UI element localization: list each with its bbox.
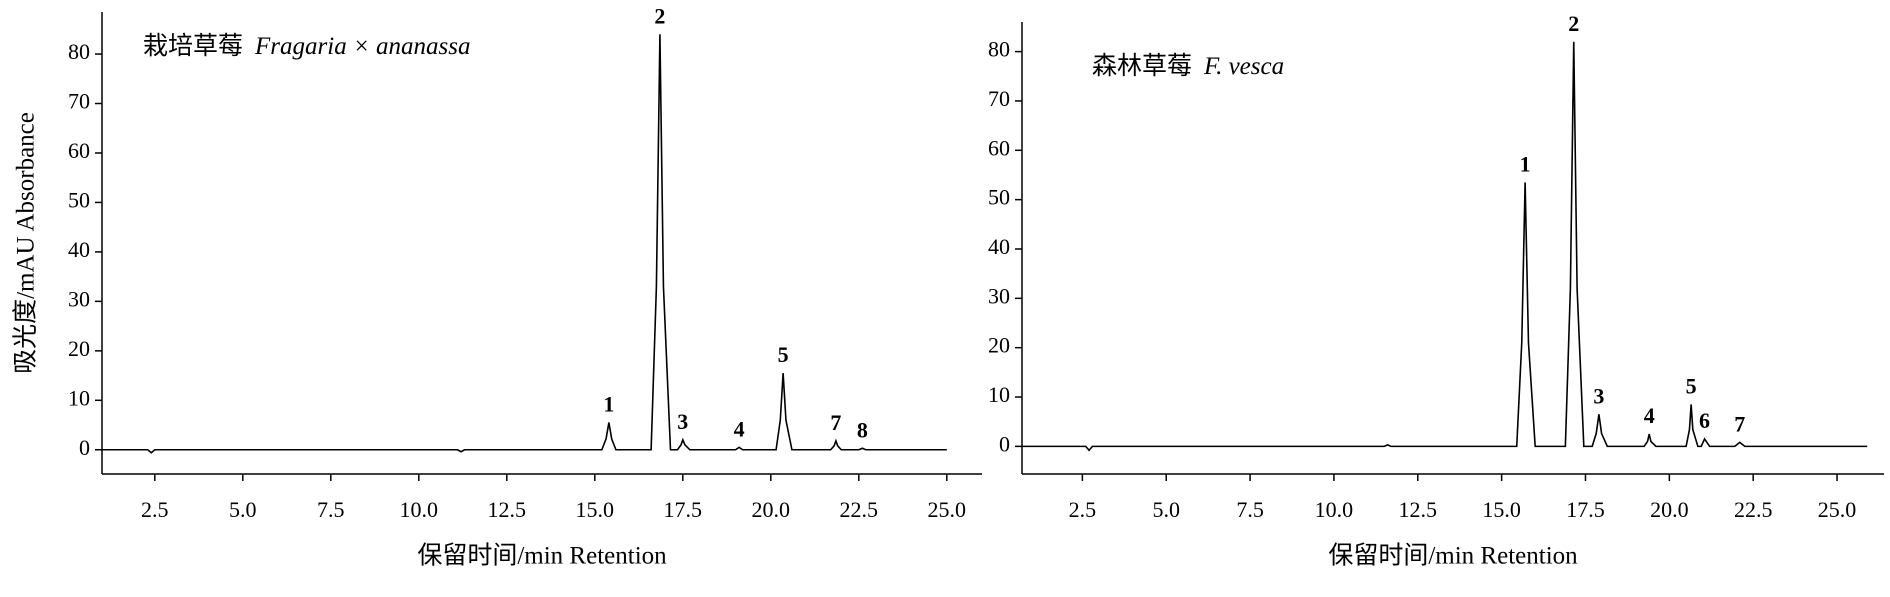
peak-label: 4 bbox=[1644, 403, 1655, 428]
y-axis-label: 吸光度/mAU Absorbance bbox=[12, 112, 40, 374]
x-tick-label: 10.0 bbox=[400, 497, 439, 522]
x-tick-label: 25.0 bbox=[928, 497, 967, 522]
y-tick-label: 70 bbox=[988, 86, 1010, 111]
x-tick-label: 17.5 bbox=[664, 497, 703, 522]
y-tick-label: 10 bbox=[68, 385, 90, 410]
x-tick-label: 20.0 bbox=[1650, 497, 1689, 522]
y-tick-label: 30 bbox=[988, 283, 1010, 308]
title-name: 栽培草莓 bbox=[143, 32, 243, 60]
title-species: F. vesca bbox=[1203, 53, 1284, 80]
trace bbox=[102, 34, 947, 454]
y-tick-label: 70 bbox=[68, 89, 90, 114]
x-tick-label: 17.5 bbox=[1566, 497, 1605, 522]
peak-label: 7 bbox=[1734, 411, 1745, 436]
x-tick-label: 12.5 bbox=[1399, 497, 1438, 522]
x-axis-label: 保留时间/min Retention bbox=[417, 542, 667, 570]
chart-title: 栽培草莓 Fragaria × ananassa bbox=[143, 32, 471, 60]
x-tick-label: 2.5 bbox=[141, 497, 169, 522]
x-tick-label: 20.0 bbox=[752, 497, 791, 522]
peak-label: 3 bbox=[677, 409, 688, 434]
y-tick-label: 30 bbox=[68, 286, 90, 311]
y-tick-label: 0 bbox=[999, 431, 1010, 456]
x-tick-label: 22.5 bbox=[840, 497, 879, 522]
y-tick-label: 20 bbox=[68, 336, 90, 361]
chart-title: 森林草莓 F. vesca bbox=[1092, 52, 1284, 80]
peak-label: 1 bbox=[603, 392, 614, 417]
peak-label: 6 bbox=[1699, 408, 1710, 433]
y-tick-label: 80 bbox=[988, 37, 1010, 62]
peak-label: 4 bbox=[734, 416, 745, 441]
peak-label: 8 bbox=[857, 417, 868, 442]
peak-label: 2 bbox=[654, 3, 665, 28]
y-tick-label: 20 bbox=[988, 333, 1010, 358]
y-tick-label: 50 bbox=[988, 185, 1010, 210]
x-tick-label: 2.5 bbox=[1069, 497, 1097, 522]
peak-label: 5 bbox=[778, 342, 789, 367]
x-tick-label: 15.0 bbox=[576, 497, 615, 522]
title-species: Fragaria × ananassa bbox=[254, 33, 471, 60]
x-axis-label: 保留时间/min Retention bbox=[1328, 542, 1578, 570]
y-tick-label: 60 bbox=[988, 135, 1010, 160]
y-tick-label: 40 bbox=[68, 237, 90, 262]
peak-label: 5 bbox=[1686, 373, 1697, 398]
peak-label: 3 bbox=[1593, 383, 1604, 408]
x-tick-label: 5.0 bbox=[229, 497, 257, 522]
x-tick-label: 12.5 bbox=[488, 497, 527, 522]
title-name: 森林草莓 bbox=[1092, 52, 1192, 80]
x-tick-label: 10.0 bbox=[1315, 497, 1354, 522]
x-tick-label: 7.5 bbox=[1236, 497, 1264, 522]
trace bbox=[1022, 41, 1868, 452]
peak-label: 2 bbox=[1568, 11, 1579, 36]
peak-label: 7 bbox=[830, 410, 841, 435]
y-tick-label: 80 bbox=[68, 39, 90, 64]
x-tick-label: 15.0 bbox=[1482, 497, 1521, 522]
y-tick-label: 50 bbox=[68, 187, 90, 212]
y-tick-label: 60 bbox=[68, 138, 90, 163]
y-tick-label: 0 bbox=[79, 435, 90, 460]
x-tick-label: 25.0 bbox=[1818, 497, 1857, 522]
x-tick-label: 5.0 bbox=[1152, 497, 1180, 522]
x-tick-label: 22.5 bbox=[1734, 497, 1773, 522]
y-tick-label: 10 bbox=[988, 382, 1010, 407]
x-tick-label: 7.5 bbox=[317, 497, 345, 522]
y-tick-label: 40 bbox=[988, 234, 1010, 259]
peak-label: 1 bbox=[1520, 151, 1531, 176]
